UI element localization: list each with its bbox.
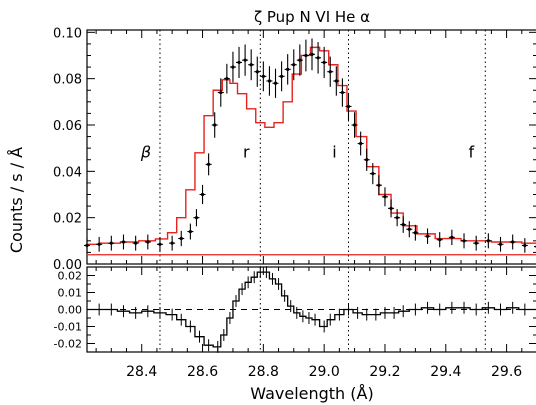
- data-point: [223, 63, 230, 94]
- x-tick-label: 29.6: [491, 364, 522, 380]
- line-marker-label: i: [332, 142, 336, 161]
- data-point: [321, 46, 328, 78]
- y-tick-label: 0.00: [53, 258, 82, 273]
- model-curve: [87, 46, 536, 246]
- data-point: [266, 66, 273, 96]
- data-point: [229, 51, 236, 83]
- x-tick-label: 29.4: [430, 364, 461, 380]
- y-tick-label: 0.08: [53, 73, 82, 88]
- data-point: [400, 216, 407, 233]
- x-tick-label: 28.6: [187, 364, 218, 380]
- x-axis-label: Wavelength (Å): [250, 384, 373, 403]
- data-point: [242, 44, 249, 76]
- data-point: [120, 234, 127, 250]
- data-point: [205, 153, 212, 176]
- data-point: [521, 238, 528, 253]
- data-point: [290, 49, 297, 81]
- x-tick-label: 28.4: [126, 364, 157, 380]
- data-point: [509, 234, 516, 250]
- data-point: [394, 209, 401, 227]
- residual-panel: 28.4 28.6 28.8 29.0 29.2 29.4 29.6 -0.02 -0.01 0.…: [54, 266, 536, 380]
- line-marker-label: β: [140, 142, 151, 161]
- data-point: [84, 238, 90, 253]
- line-marker-label: f: [468, 142, 474, 161]
- data-point: [315, 42, 322, 74]
- line-marker-label: r: [243, 142, 250, 161]
- data-point: [302, 39, 309, 72]
- y-tick-label: 0.04: [53, 165, 82, 180]
- data-point: [260, 61, 267, 92]
- x-tick-label: 28.8: [248, 364, 279, 380]
- data-point: [187, 223, 194, 240]
- data-point: [388, 199, 395, 218]
- y-axis-label: Counts / s / Å: [7, 147, 26, 253]
- data-point: [448, 229, 455, 246]
- data-point: [132, 235, 139, 251]
- data-point: [363, 148, 370, 171]
- data-point: [199, 184, 206, 205]
- main-plot-frame: [86, 29, 536, 265]
- resid-tick-label: 0.01: [58, 287, 83, 300]
- y-tick-label: 0.02: [53, 212, 82, 227]
- data-point: [436, 232, 443, 248]
- data-point: [351, 112, 358, 138]
- data-point: [278, 61, 285, 92]
- data-point: [375, 175, 382, 196]
- resid-tick-label: 0.02: [58, 270, 83, 283]
- x-tick-label: 29.0: [309, 364, 340, 380]
- data-point: [211, 112, 218, 138]
- data-point: [284, 54, 291, 85]
- data-point: [461, 233, 468, 249]
- data-point: [424, 228, 431, 244]
- main-panel: 0.00 0.02 0.04 0.06 0.08 0.10 β r i f: [53, 26, 536, 273]
- x-tick-label: 29.2: [369, 364, 400, 380]
- y-tick-label: 0.10: [53, 26, 82, 41]
- data-point: [254, 56, 261, 87]
- y-tick-label: 0.06: [53, 119, 82, 134]
- data-point: [406, 221, 413, 238]
- data-point: [96, 236, 103, 252]
- data-point: [309, 38, 315, 71]
- data-point: [497, 236, 504, 252]
- data-point: [272, 68, 279, 98]
- data-point: [169, 235, 176, 251]
- data-point: [296, 44, 303, 76]
- data-point: [193, 209, 200, 227]
- resid-tick-label: -0.01: [54, 321, 82, 334]
- data-point: [327, 56, 334, 87]
- data-point: [485, 233, 492, 249]
- residual-curve: [87, 271, 536, 348]
- chart-title: ζ Pup N VI He α: [254, 8, 370, 26]
- data-point: [333, 66, 340, 96]
- data-point: [412, 224, 419, 241]
- data-point: [381, 187, 388, 207]
- data-point: [156, 236, 163, 252]
- resid-tick-label: 0.00: [58, 304, 83, 317]
- data-point: [345, 92, 352, 121]
- data-point: [178, 230, 185, 247]
- data-point: [248, 49, 255, 81]
- data-point: [108, 235, 115, 251]
- data-point: [369, 163, 376, 185]
- data-point: [217, 78, 224, 107]
- data-point: [357, 131, 364, 156]
- data-point: [339, 78, 346, 107]
- data-point: [144, 234, 151, 250]
- resid-tick-label: -0.02: [54, 338, 82, 351]
- data-point: [236, 46, 243, 78]
- data-point: [473, 235, 480, 251]
